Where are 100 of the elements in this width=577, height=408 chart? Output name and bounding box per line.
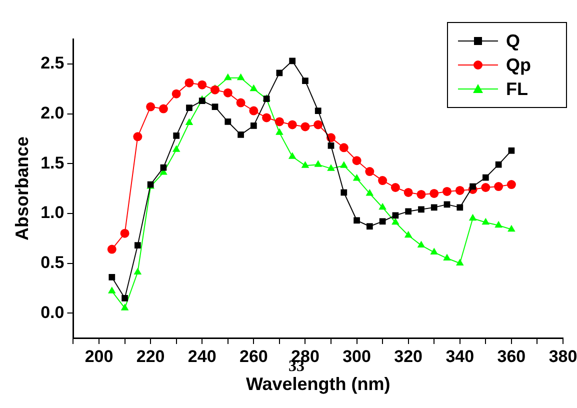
point xyxy=(236,98,246,108)
point xyxy=(443,254,451,261)
point xyxy=(482,174,489,181)
point xyxy=(508,147,515,154)
point xyxy=(301,161,310,168)
point xyxy=(340,189,348,196)
point xyxy=(340,161,348,168)
point xyxy=(172,145,180,152)
x-tick-label: 340 xyxy=(446,346,474,366)
legend-label: Qp xyxy=(506,54,531,76)
point xyxy=(223,88,232,98)
point xyxy=(314,108,322,114)
point xyxy=(379,218,386,225)
point xyxy=(442,186,452,196)
point xyxy=(392,218,400,225)
point xyxy=(481,183,490,192)
point xyxy=(354,217,360,224)
point xyxy=(134,242,141,248)
point xyxy=(494,220,502,228)
point xyxy=(430,204,438,211)
point xyxy=(250,84,258,92)
y-tick-label: 1.0 xyxy=(40,203,64,222)
x-tick-label: 320 xyxy=(394,346,423,366)
point xyxy=(495,161,502,168)
point xyxy=(365,167,374,176)
point xyxy=(276,128,284,135)
y-tick-label: 2.5 xyxy=(40,54,64,73)
point xyxy=(302,78,308,84)
point xyxy=(172,89,181,98)
point xyxy=(482,218,490,225)
point xyxy=(339,143,348,152)
point xyxy=(288,120,297,130)
point xyxy=(108,286,116,294)
point xyxy=(276,70,283,76)
point xyxy=(120,304,129,310)
point xyxy=(224,73,232,80)
x-tick-label: 360 xyxy=(497,346,526,366)
point xyxy=(133,132,142,142)
point xyxy=(404,188,413,197)
point xyxy=(404,230,412,238)
point xyxy=(184,78,194,88)
point xyxy=(418,206,424,213)
point xyxy=(430,188,439,198)
point xyxy=(417,240,426,248)
point xyxy=(468,214,477,221)
y-tick-label: 2.0 xyxy=(40,103,64,122)
point xyxy=(236,73,245,80)
point xyxy=(274,117,284,126)
point xyxy=(249,106,258,116)
point xyxy=(366,188,374,196)
point xyxy=(405,208,412,215)
point xyxy=(185,118,194,125)
x-tick-label: 200 xyxy=(84,346,114,366)
point xyxy=(134,268,142,274)
x-tick-label: 300 xyxy=(342,346,371,366)
legend-label: Q xyxy=(506,30,520,52)
point xyxy=(173,132,180,139)
point xyxy=(186,104,192,111)
point xyxy=(262,113,272,122)
point xyxy=(508,224,516,232)
point xyxy=(314,120,323,130)
legend-label: FL xyxy=(506,78,528,100)
y-tick-label: 1.5 xyxy=(40,153,64,172)
point xyxy=(198,80,207,90)
point xyxy=(455,186,464,195)
y-axis-title: Absorbance xyxy=(12,136,32,241)
point xyxy=(378,176,388,186)
point xyxy=(289,58,296,64)
point xyxy=(392,212,399,219)
point xyxy=(288,152,296,159)
point xyxy=(328,142,334,149)
point xyxy=(470,183,476,190)
point xyxy=(212,104,218,110)
point xyxy=(366,223,373,230)
point xyxy=(238,132,244,138)
point xyxy=(224,118,232,125)
x-tick-label: 220 xyxy=(136,346,165,366)
point xyxy=(494,182,504,192)
point xyxy=(390,183,400,192)
x-tick-label: 260 xyxy=(239,346,268,366)
point xyxy=(416,190,426,199)
point xyxy=(198,98,206,104)
point xyxy=(250,122,257,129)
x-tick-label: 240 xyxy=(188,346,216,366)
point xyxy=(314,160,322,167)
point xyxy=(300,122,310,132)
y-tick-label: 0.0 xyxy=(40,302,64,322)
point xyxy=(456,204,464,211)
point xyxy=(352,156,362,166)
point xyxy=(378,202,386,210)
point xyxy=(210,85,220,94)
point xyxy=(122,294,128,302)
point xyxy=(327,164,335,171)
point xyxy=(108,274,116,280)
y-tick-label: 0.5 xyxy=(40,252,64,272)
point xyxy=(160,164,167,171)
x-axis-title: Wavelength (nm) xyxy=(246,374,390,394)
point xyxy=(158,104,168,114)
point xyxy=(352,174,361,181)
point xyxy=(506,180,516,190)
